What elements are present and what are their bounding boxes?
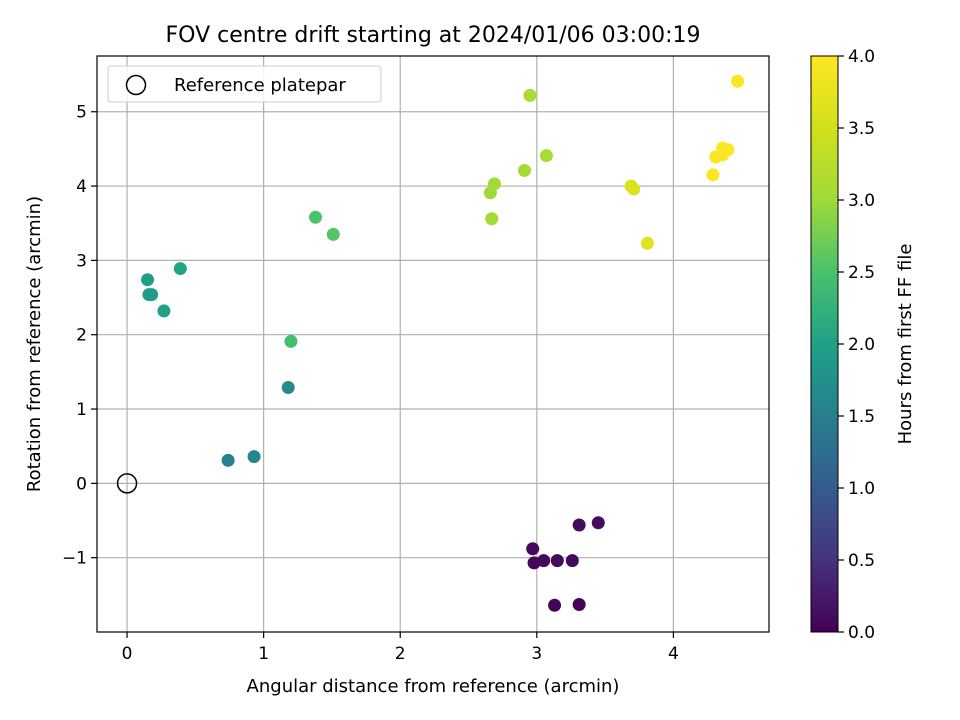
- data-point: [518, 163, 532, 177]
- x-tick-label: 2: [395, 644, 406, 664]
- x-axis-label: Angular distance from reference (arcmin): [247, 676, 620, 697]
- data-point: [526, 542, 540, 556]
- data-point: [627, 182, 641, 196]
- chart-title: FOV centre drift starting at 2024/01/06 …: [166, 23, 701, 48]
- colorbar-tick-label: 1.0: [848, 479, 875, 499]
- data-point: [523, 88, 537, 102]
- data-point: [284, 334, 298, 348]
- colorbar: 0.0 0.5 1.0 1.5 2.0 2.5 3.0 3.5 4.0 Hours from f…: [810, 47, 916, 643]
- x-tick-label: 0: [122, 644, 133, 664]
- data-points: [116, 74, 745, 612]
- grid-lines: [97, 56, 769, 632]
- x-axis-ticks: 0 1 2 3 4: [122, 632, 679, 664]
- y-axis-ticks: −1 0 1 2 3 4 5: [62, 103, 97, 569]
- colorbar-tick-label: 0.5: [848, 551, 875, 571]
- colorbar-tick-label: 1.5: [848, 407, 875, 427]
- colorbar-tick-label: 0.0: [848, 623, 875, 643]
- reference-platepar-marker: [116, 473, 138, 494]
- data-point: [706, 168, 720, 182]
- data-point: [537, 554, 551, 568]
- legend-entry-reference: Reference platepar: [174, 75, 346, 96]
- data-point: [548, 598, 562, 612]
- data-point: [572, 598, 586, 612]
- data-point: [572, 518, 586, 532]
- legend-marker-reference: [125, 74, 147, 96]
- y-tick-label: 0: [76, 474, 87, 494]
- colorbar-label: Hours from first FF file: [895, 244, 916, 445]
- data-point: [326, 227, 340, 241]
- data-point: [591, 516, 605, 530]
- data-point: [539, 149, 553, 163]
- data-point: [565, 554, 579, 568]
- x-tick-label: 3: [531, 644, 542, 664]
- colorbar-tick-label: 2.0: [848, 335, 875, 355]
- data-point: [281, 380, 295, 394]
- y-tick-label: 4: [76, 177, 87, 197]
- data-point: [247, 450, 261, 464]
- y-axis-label: Rotation from reference (arcmin): [24, 196, 45, 492]
- data-point: [485, 212, 499, 226]
- data-point: [550, 554, 564, 568]
- data-point: [173, 262, 187, 276]
- data-point: [145, 288, 159, 302]
- y-tick-label: 5: [76, 103, 87, 123]
- y-tick-label: −1: [62, 549, 87, 569]
- legend-box: [107, 65, 382, 103]
- y-tick-label: 3: [76, 251, 87, 271]
- colorbar-gradient: [810, 55, 839, 633]
- x-tick-label: 1: [258, 644, 269, 664]
- data-point: [157, 304, 171, 318]
- colorbar-tick-label: 3.5: [848, 119, 875, 139]
- legend: Reference platepar: [107, 65, 382, 103]
- colorbar-tick-label: 2.5: [848, 263, 875, 283]
- colorbar-tick-label: 3.0: [848, 191, 875, 211]
- data-point: [487, 177, 501, 191]
- y-tick-label: 2: [76, 326, 87, 346]
- plot-frame: [96, 55, 770, 633]
- data-point: [309, 210, 323, 224]
- data-point: [721, 143, 735, 157]
- data-point: [731, 74, 745, 88]
- x-tick-label: 4: [668, 644, 679, 664]
- colorbar-ticks: 0.0 0.5 1.0 1.5 2.0 2.5 3.0 3.5 4.0: [838, 47, 875, 643]
- data-point: [640, 236, 654, 250]
- colorbar-tick-label: 4.0: [848, 47, 875, 67]
- data-point: [141, 273, 155, 287]
- data-point: [221, 453, 235, 467]
- y-tick-label: 1: [76, 400, 87, 420]
